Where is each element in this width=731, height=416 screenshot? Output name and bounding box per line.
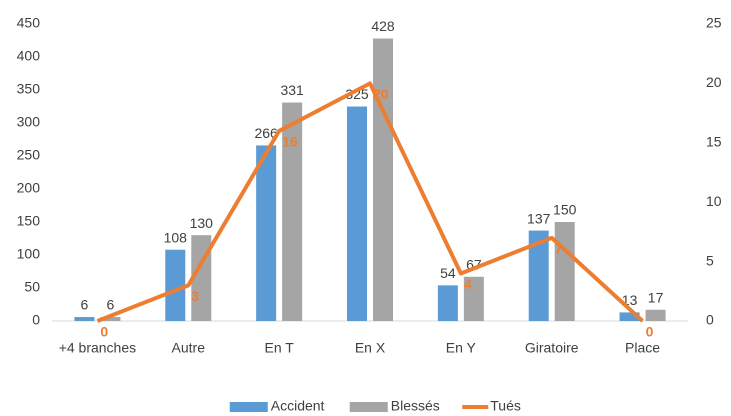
data-label: 428	[371, 18, 395, 34]
x-tick-label: Giratoire	[525, 340, 579, 356]
bar	[256, 145, 277, 321]
x-tick-label: Place	[625, 340, 660, 356]
data-label: 325	[345, 86, 369, 102]
line-data-label: 7	[555, 241, 563, 257]
bar	[554, 222, 575, 321]
data-label: 6	[107, 297, 115, 313]
y-tick-label: 200	[17, 180, 41, 196]
data-label: 108	[164, 229, 188, 245]
x-tick-label: En X	[355, 340, 386, 356]
x-tick-label: Autre	[172, 340, 206, 356]
y-tick-label: 350	[17, 81, 41, 97]
line-data-label: 0	[646, 324, 654, 340]
data-label: 130	[190, 215, 214, 231]
bar	[347, 106, 367, 321]
legend-label: Blessés	[391, 398, 440, 414]
line	[96, 81, 644, 323]
data-label: 17	[648, 289, 664, 305]
legend-label: Accident	[271, 398, 325, 414]
data-label: 266	[254, 125, 278, 141]
y-tick-label: 50	[24, 279, 40, 295]
bar	[463, 276, 484, 321]
bar	[282, 102, 303, 321]
y-tick-label: 0	[32, 312, 40, 328]
line-data-label: 4	[464, 276, 472, 292]
y2-tick-label: 20	[706, 74, 722, 90]
data-label: 331	[280, 82, 304, 98]
bar	[645, 309, 666, 321]
data-label: 150	[553, 202, 577, 218]
x-tick-label: +4 branches	[59, 340, 136, 356]
y-tick-label: 450	[17, 15, 41, 31]
legend-swatch	[349, 402, 388, 412]
y2-tick-label: 10	[706, 193, 722, 209]
data-label: 6	[81, 297, 89, 313]
y-tick-label: 250	[17, 147, 41, 163]
y2-tick-label: 25	[706, 15, 722, 31]
bar	[74, 317, 95, 321]
bar	[100, 317, 121, 321]
y-tick-label: 400	[17, 48, 41, 64]
data-label: 54	[440, 265, 456, 281]
y-tick-label: 150	[17, 213, 41, 229]
y2-tick-label: 0	[706, 312, 714, 328]
line-data-label: 20	[373, 86, 389, 102]
x-tick-label: En Y	[446, 340, 477, 356]
y2-tick-label: 15	[706, 134, 722, 150]
bar	[165, 249, 186, 321]
legend-swatch	[229, 402, 268, 412]
bar	[619, 312, 640, 321]
legend-label: Tués	[490, 398, 521, 414]
line-data-label: 16	[282, 134, 298, 150]
line-data-label: 0	[100, 324, 108, 340]
bar	[373, 38, 393, 322]
y-tick-label: 100	[17, 246, 41, 262]
data-label: 137	[527, 210, 551, 226]
line-data-label: 3	[191, 288, 199, 304]
bar	[437, 285, 458, 321]
bar	[528, 230, 549, 321]
y-tick-label: 300	[17, 114, 41, 130]
x-tick-label: En T	[264, 340, 294, 356]
y2-tick-label: 5	[706, 252, 714, 268]
